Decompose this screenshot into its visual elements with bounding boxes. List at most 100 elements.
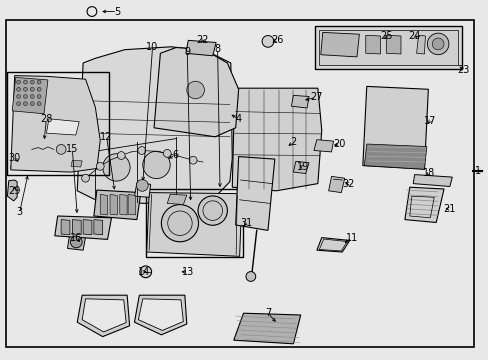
- Text: 26: 26: [270, 35, 283, 45]
- Polygon shape: [293, 161, 308, 174]
- Polygon shape: [94, 190, 141, 220]
- Text: 12: 12: [100, 132, 113, 142]
- Circle shape: [37, 87, 41, 91]
- Circle shape: [138, 147, 145, 154]
- Polygon shape: [11, 158, 35, 170]
- Polygon shape: [154, 48, 238, 137]
- Polygon shape: [138, 299, 183, 330]
- Text: 19: 19: [296, 162, 309, 172]
- Text: 10: 10: [146, 42, 159, 52]
- Text: 24: 24: [407, 31, 420, 41]
- Polygon shape: [416, 35, 425, 54]
- Circle shape: [17, 80, 20, 84]
- Circle shape: [136, 180, 148, 191]
- Circle shape: [23, 80, 27, 84]
- Polygon shape: [94, 220, 102, 235]
- Text: 15: 15: [66, 144, 79, 154]
- Circle shape: [23, 95, 27, 98]
- Circle shape: [81, 174, 89, 182]
- Polygon shape: [7, 180, 17, 201]
- Polygon shape: [110, 194, 117, 215]
- Circle shape: [161, 204, 198, 242]
- Polygon shape: [128, 194, 135, 215]
- Circle shape: [70, 236, 82, 248]
- Circle shape: [262, 36, 273, 47]
- Text: 32: 32: [341, 179, 354, 189]
- Circle shape: [163, 149, 171, 157]
- Polygon shape: [61, 220, 70, 235]
- Polygon shape: [55, 216, 111, 239]
- Polygon shape: [404, 187, 443, 222]
- Text: 9: 9: [184, 47, 190, 57]
- Circle shape: [189, 156, 197, 164]
- Polygon shape: [77, 295, 129, 337]
- Circle shape: [56, 144, 66, 154]
- Circle shape: [427, 33, 448, 55]
- Bar: [318, 30, 457, 65]
- Text: 31: 31: [239, 218, 252, 228]
- Circle shape: [117, 152, 125, 159]
- Text: 5: 5: [114, 6, 120, 17]
- Polygon shape: [71, 160, 82, 167]
- Text: 17: 17: [423, 116, 436, 126]
- Bar: [145, 189, 242, 257]
- Polygon shape: [72, 220, 81, 235]
- Circle shape: [102, 154, 130, 181]
- Polygon shape: [235, 157, 274, 230]
- Circle shape: [37, 102, 41, 105]
- Text: 23: 23: [456, 65, 469, 75]
- Polygon shape: [100, 194, 107, 215]
- Circle shape: [23, 102, 27, 105]
- Text: 29: 29: [8, 186, 21, 196]
- Bar: [7, 72, 109, 175]
- Polygon shape: [386, 35, 400, 54]
- Text: 4: 4: [235, 114, 241, 124]
- Polygon shape: [46, 119, 79, 135]
- Polygon shape: [28, 137, 60, 153]
- Text: 13: 13: [182, 267, 194, 277]
- Text: 28: 28: [40, 114, 53, 124]
- Text: 1: 1: [474, 166, 480, 176]
- Polygon shape: [12, 77, 48, 114]
- Text: 22: 22: [196, 35, 209, 45]
- Text: 14: 14: [138, 267, 150, 277]
- Text: 7: 7: [264, 308, 270, 318]
- Polygon shape: [233, 313, 300, 344]
- Text: 8: 8: [214, 44, 220, 54]
- Polygon shape: [362, 86, 427, 169]
- Circle shape: [96, 162, 104, 170]
- Text: 3: 3: [17, 207, 22, 217]
- Text: 30: 30: [8, 153, 21, 163]
- Circle shape: [30, 87, 34, 91]
- Circle shape: [30, 102, 34, 105]
- Circle shape: [198, 196, 227, 225]
- Text: 16: 16: [69, 233, 82, 243]
- Polygon shape: [365, 35, 380, 54]
- Text: 21: 21: [443, 204, 455, 214]
- Polygon shape: [134, 183, 150, 197]
- Circle shape: [142, 151, 170, 179]
- Circle shape: [37, 95, 41, 98]
- Text: 25: 25: [379, 31, 392, 41]
- Polygon shape: [313, 140, 333, 152]
- Polygon shape: [185, 40, 216, 56]
- Circle shape: [30, 80, 34, 84]
- Polygon shape: [320, 32, 359, 57]
- Text: 18: 18: [422, 168, 435, 178]
- Polygon shape: [291, 95, 308, 108]
- Polygon shape: [412, 175, 451, 186]
- Polygon shape: [77, 47, 232, 203]
- Text: 2: 2: [290, 137, 296, 147]
- Text: 6: 6: [172, 150, 178, 160]
- Polygon shape: [82, 299, 126, 332]
- Polygon shape: [83, 220, 92, 235]
- Polygon shape: [120, 194, 127, 215]
- Polygon shape: [11, 76, 100, 172]
- Circle shape: [17, 102, 20, 105]
- Polygon shape: [364, 144, 426, 169]
- Polygon shape: [167, 194, 186, 204]
- Polygon shape: [134, 295, 186, 335]
- Polygon shape: [146, 193, 242, 256]
- Circle shape: [245, 271, 255, 282]
- Circle shape: [431, 38, 443, 50]
